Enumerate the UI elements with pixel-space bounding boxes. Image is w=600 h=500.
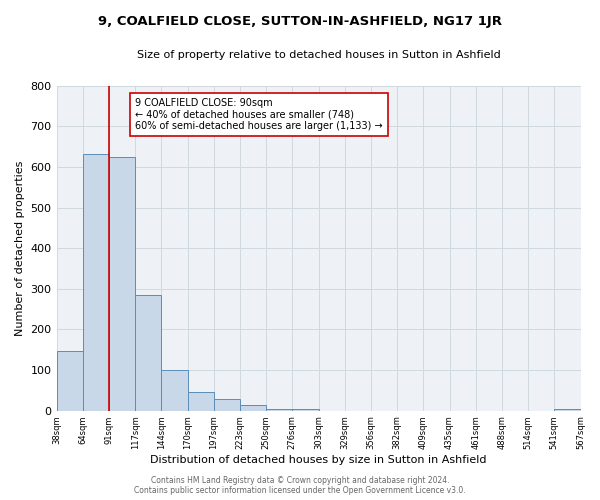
Text: 9, COALFIELD CLOSE, SUTTON-IN-ASHFIELD, NG17 1JR: 9, COALFIELD CLOSE, SUTTON-IN-ASHFIELD, … — [98, 15, 502, 28]
Bar — [56, 350, 83, 410]
Bar — [266, 408, 292, 410]
Bar — [135, 294, 161, 410]
Bar — [109, 157, 135, 410]
Text: Contains HM Land Registry data © Crown copyright and database right 2024.
Contai: Contains HM Land Registry data © Crown c… — [134, 476, 466, 495]
Bar — [292, 408, 319, 410]
Bar — [83, 154, 109, 410]
Bar — [214, 398, 240, 410]
X-axis label: Distribution of detached houses by size in Sutton in Ashfield: Distribution of detached houses by size … — [150, 455, 487, 465]
Text: 9 COALFIELD CLOSE: 90sqm
← 40% of detached houses are smaller (748)
60% of semi-: 9 COALFIELD CLOSE: 90sqm ← 40% of detach… — [135, 98, 383, 131]
Bar — [188, 392, 214, 410]
Bar — [161, 370, 188, 410]
Bar — [554, 408, 581, 410]
Bar — [240, 404, 266, 410]
Y-axis label: Number of detached properties: Number of detached properties — [15, 160, 25, 336]
Title: Size of property relative to detached houses in Sutton in Ashfield: Size of property relative to detached ho… — [137, 50, 500, 60]
